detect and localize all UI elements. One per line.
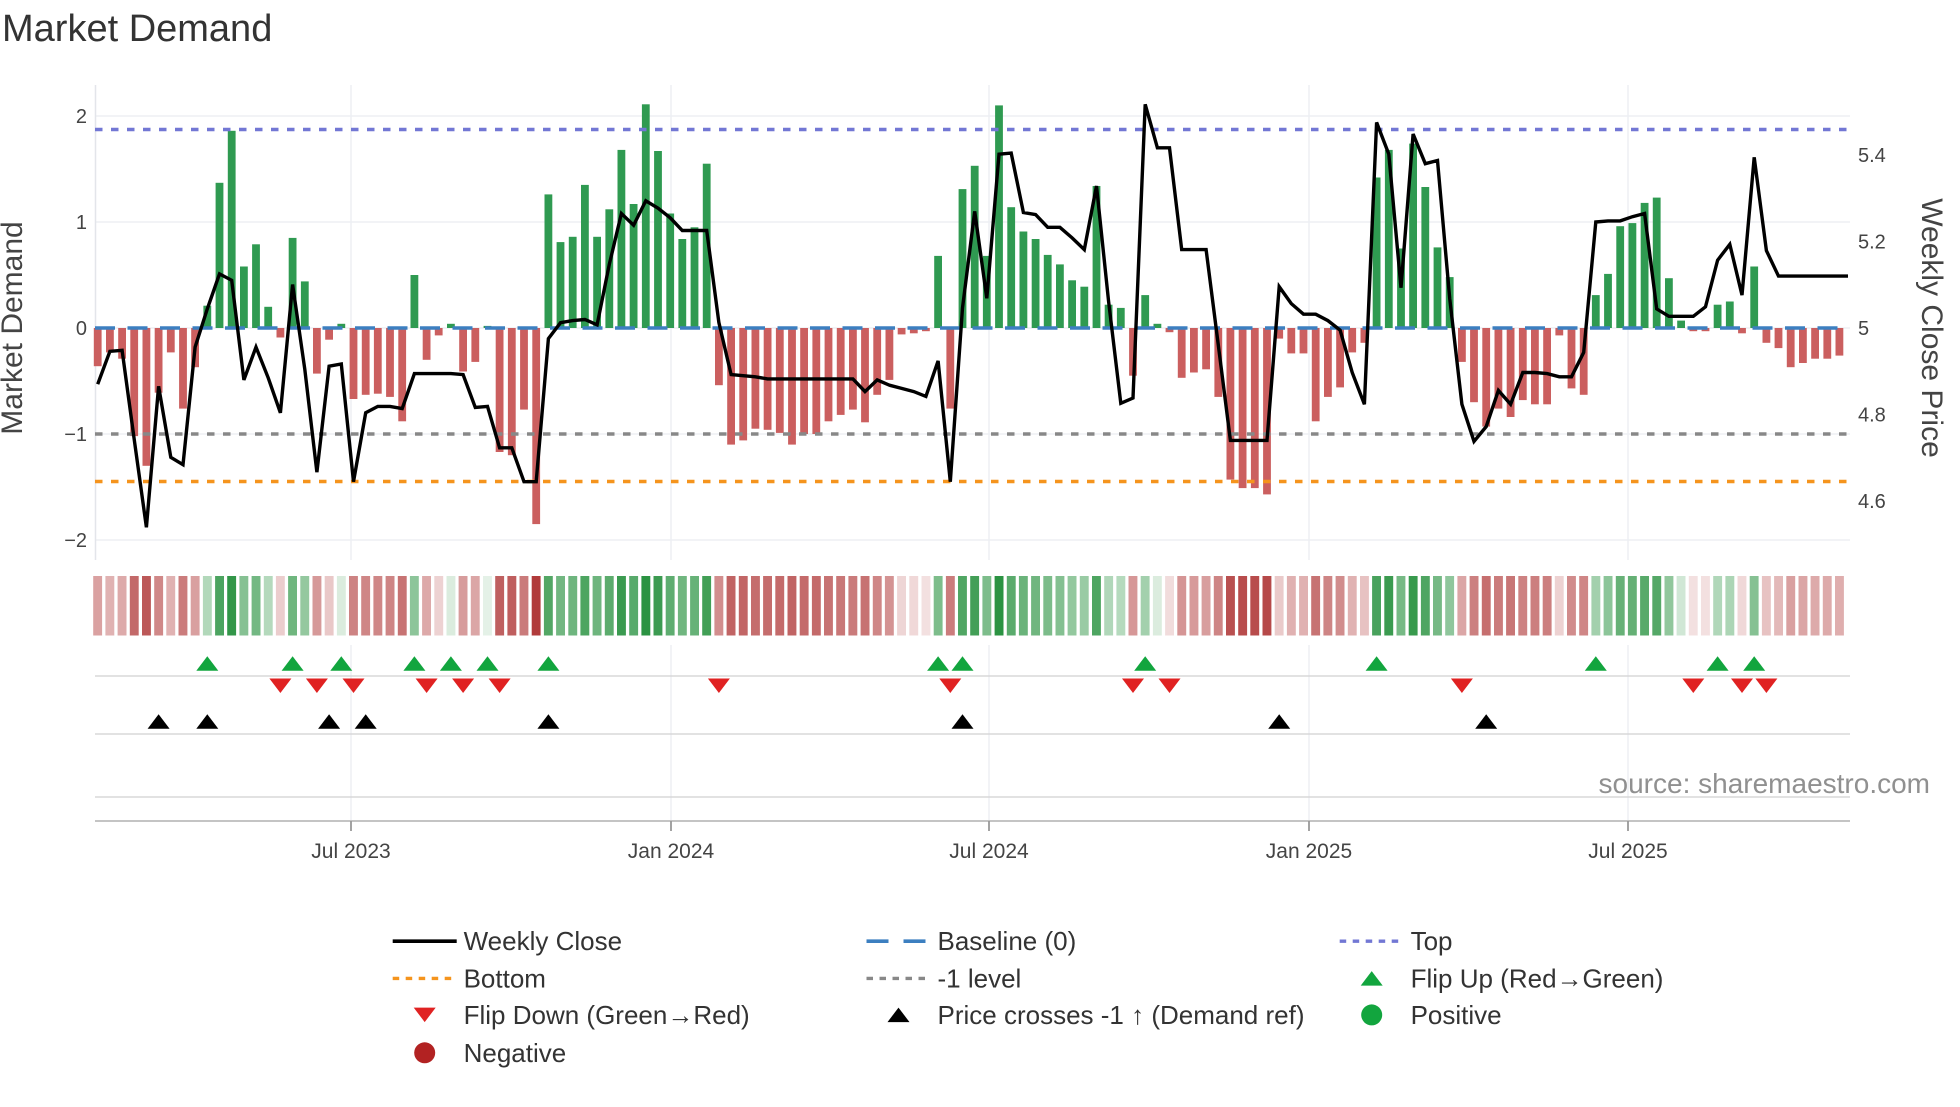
svg-text:Market Demand: Market Demand: [0, 221, 29, 434]
svg-text:-1 level: -1 level: [938, 963, 1022, 993]
svg-text:Positive: Positive: [1411, 1000, 1502, 1030]
svg-text:Weekly Close: Weekly Close: [464, 926, 622, 956]
svg-text:Price crosses -1 ↑ (Demand ref: Price crosses -1 ↑ (Demand ref): [938, 1000, 1305, 1030]
svg-text:source: sharemaestro.com: source: sharemaestro.com: [1599, 768, 1930, 799]
svg-text:−1: −1: [64, 424, 87, 446]
svg-text:Top: Top: [1411, 926, 1453, 956]
svg-text:Jan 2024: Jan 2024: [628, 840, 715, 863]
svg-text:1: 1: [76, 212, 87, 234]
svg-text:Bottom: Bottom: [464, 963, 546, 993]
svg-text:0: 0: [76, 318, 87, 340]
svg-text:5.4: 5.4: [1858, 145, 1886, 167]
svg-text:Jul 2025: Jul 2025: [1588, 840, 1667, 863]
svg-text:Weekly Close Price: Weekly Close Price: [1915, 198, 1948, 458]
svg-text:4.8: 4.8: [1858, 405, 1886, 427]
svg-text:4.6: 4.6: [1858, 491, 1886, 513]
svg-text:Negative: Negative: [464, 1038, 567, 1068]
svg-text:2: 2: [76, 106, 87, 128]
svg-text:Jul 2024: Jul 2024: [949, 840, 1029, 863]
svg-text:Jan 2025: Jan 2025: [1266, 840, 1352, 863]
svg-text:Flip Up (Red→Green): Flip Up (Red→Green): [1411, 963, 1664, 993]
svg-text:5: 5: [1858, 318, 1869, 340]
svg-text:−2: −2: [64, 530, 87, 552]
svg-text:Flip Down (Green→Red): Flip Down (Green→Red): [464, 1000, 750, 1030]
svg-text:5.2: 5.2: [1858, 232, 1886, 254]
svg-text:Market Demand: Market Demand: [2, 8, 272, 50]
svg-text:Jul 2023: Jul 2023: [311, 840, 390, 863]
svg-text:Baseline (0): Baseline (0): [938, 926, 1077, 956]
